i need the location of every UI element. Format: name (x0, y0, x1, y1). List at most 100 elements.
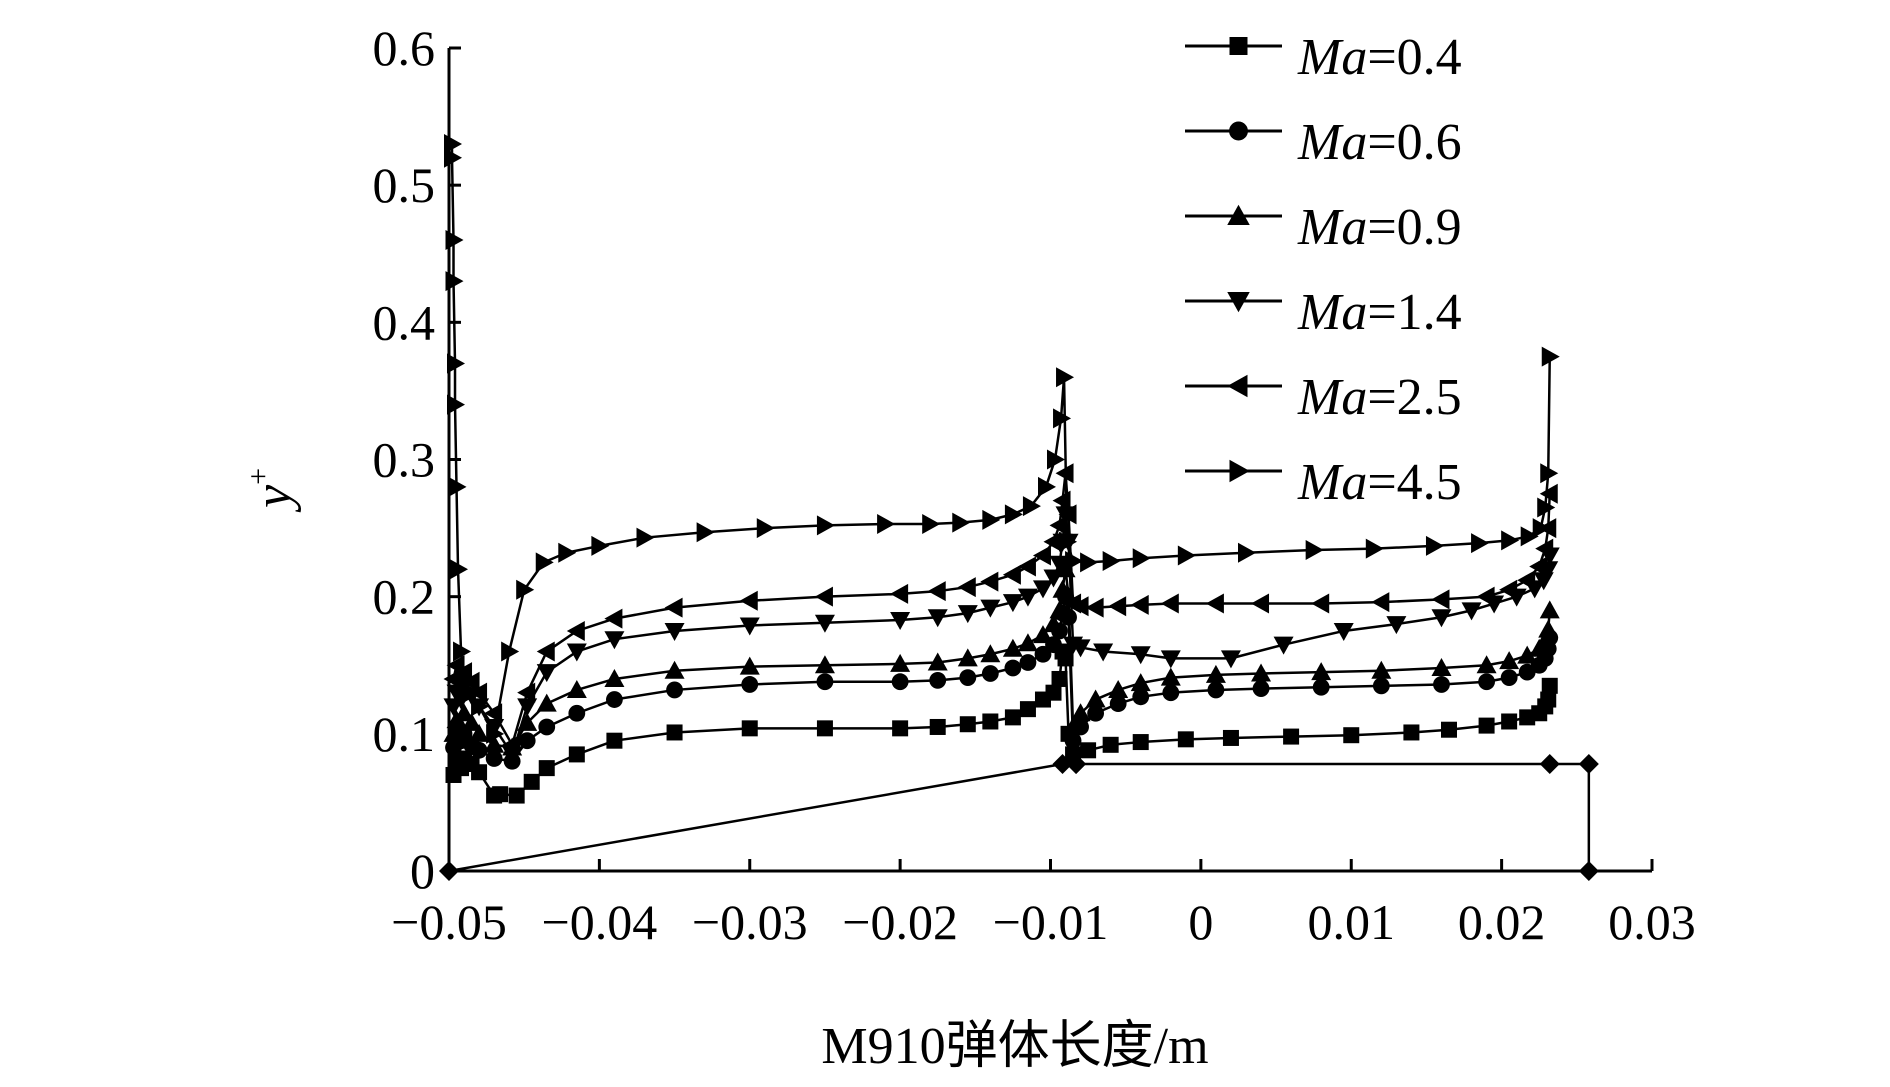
x-axis-label: M910弹体长度/m (821, 1018, 1208, 1075)
data-point (1251, 663, 1272, 682)
data-point (485, 750, 503, 767)
data-point (604, 668, 625, 687)
y-axis-label: y+ (242, 468, 302, 513)
data-point (1051, 670, 1068, 687)
data-point (741, 676, 759, 693)
data-point (1049, 600, 1070, 619)
data-point (1017, 556, 1036, 577)
legend-label: Ma=0.9 (1297, 199, 1462, 256)
data-point (1053, 408, 1072, 429)
data-point (1476, 586, 1495, 607)
data-point (463, 682, 482, 703)
data-point (816, 673, 834, 691)
series-triangle-up (443, 559, 1560, 756)
x-tick-label: −0.01 (993, 894, 1109, 950)
data-point (1043, 531, 1062, 552)
data-point (538, 718, 556, 736)
data-point (444, 134, 463, 155)
data-point (1037, 476, 1056, 497)
data-point (1311, 593, 1330, 614)
data-point (1540, 463, 1559, 484)
data-point (461, 671, 480, 692)
legend: Ma=0.4Ma=0.6Ma=0.9Ma=1.4Ma=2.5Ma=4.5 (1185, 29, 1462, 511)
data-point (1440, 721, 1457, 738)
legend-item: Ma=0.9 (1185, 199, 1462, 256)
data-point (558, 542, 577, 563)
data-point (1539, 483, 1558, 504)
y-tick-label: 0.6 (373, 20, 436, 76)
data-point (1064, 732, 1082, 750)
data-point (1237, 542, 1256, 563)
data-point (1251, 593, 1270, 614)
data-point (1056, 367, 1075, 388)
legend-item: Ma=1.4 (1185, 284, 1462, 341)
data-point (1229, 121, 1248, 141)
data-point (1063, 716, 1084, 735)
data-point (890, 611, 911, 630)
data-point (890, 653, 911, 672)
data-point (1205, 664, 1226, 683)
data-point (1433, 676, 1450, 693)
data-point (1102, 551, 1121, 572)
data-point (1055, 463, 1074, 484)
data-point (1227, 292, 1250, 313)
data-point (1229, 459, 1250, 483)
data-point (1070, 703, 1091, 722)
data-point (1102, 736, 1119, 753)
data-point (604, 608, 623, 629)
data-point (516, 579, 535, 600)
legend-item: Ma=0.4 (1185, 29, 1462, 86)
legend-label: Ma=1.4 (1297, 284, 1462, 341)
data-point (1529, 556, 1548, 577)
data-point (816, 515, 835, 536)
data-point (1205, 593, 1224, 614)
y-tick-label: 0.5 (373, 157, 436, 213)
data-point (604, 631, 625, 650)
data-point (1087, 704, 1105, 722)
data-point (890, 583, 909, 604)
data-point (959, 716, 976, 733)
data-point (517, 682, 536, 703)
data-point (1108, 596, 1127, 617)
data-point (538, 760, 555, 777)
y-tick-label: 0.4 (373, 294, 436, 350)
data-point (1333, 622, 1354, 641)
data-point (454, 703, 475, 722)
data-point (1431, 657, 1452, 676)
data-point (1093, 643, 1114, 662)
data-point (1283, 728, 1300, 745)
legend-label-var: Ma (1297, 454, 1367, 511)
legend-item: Ma=2.5 (1185, 369, 1462, 426)
x-tick-label: −0.05 (391, 894, 507, 950)
data-point (523, 773, 540, 790)
data-point (1229, 37, 1248, 55)
data-point (1017, 588, 1038, 607)
data-point (1501, 713, 1518, 730)
data-point (1130, 594, 1149, 615)
data-point (982, 509, 1001, 530)
data-point (1043, 614, 1064, 633)
data-point (739, 656, 760, 675)
series-square (445, 643, 1558, 804)
data-point (664, 622, 685, 641)
data-point (929, 718, 946, 735)
data-point (1002, 638, 1023, 657)
data-point (450, 559, 469, 580)
data-point (1539, 600, 1560, 619)
data-point (1132, 734, 1149, 751)
data-point (980, 644, 1001, 663)
data-point (1519, 709, 1536, 726)
data-point (518, 732, 536, 750)
data-point (1478, 717, 1495, 734)
data-point (469, 723, 490, 742)
data-point (447, 394, 466, 415)
data-point (471, 764, 488, 781)
y-tick-label: 0.2 (373, 569, 436, 625)
data-point (1517, 570, 1536, 591)
data-point (1065, 746, 1082, 763)
legend-label-value: =1.4 (1367, 284, 1461, 341)
data-point (1132, 548, 1151, 569)
data-point (636, 527, 655, 548)
data-point (892, 720, 909, 737)
data-point (1305, 540, 1324, 561)
